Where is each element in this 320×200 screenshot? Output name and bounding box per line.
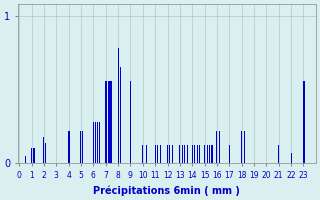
Bar (303, 81, 304, 163)
Bar (184, 145, 185, 163)
Bar (44, 143, 46, 163)
Bar (192, 145, 193, 163)
Bar (197, 145, 198, 163)
Bar (167, 145, 168, 163)
Bar (199, 145, 200, 163)
Bar (170, 145, 171, 163)
Bar (111, 81, 112, 163)
Bar (206, 145, 208, 163)
Bar (99, 122, 100, 163)
Bar (25, 156, 26, 163)
Bar (31, 148, 32, 163)
Bar (97, 122, 98, 163)
Bar (157, 145, 158, 163)
Bar (304, 81, 305, 163)
Bar (204, 145, 205, 163)
Bar (142, 145, 143, 163)
Bar (209, 145, 210, 163)
Bar (130, 81, 131, 163)
Bar (69, 131, 70, 163)
Bar (68, 131, 69, 163)
Bar (244, 131, 245, 163)
X-axis label: Précipitations 6min ( mm ): Précipitations 6min ( mm ) (93, 185, 240, 196)
Bar (34, 148, 35, 163)
Bar (109, 81, 110, 163)
Bar (80, 131, 82, 163)
Bar (179, 145, 180, 163)
Bar (182, 145, 183, 163)
Bar (291, 153, 292, 163)
Bar (219, 131, 220, 163)
Bar (160, 145, 161, 163)
Bar (194, 145, 195, 163)
Bar (108, 81, 109, 163)
Bar (82, 131, 83, 163)
Bar (187, 145, 188, 163)
Bar (93, 122, 94, 163)
Bar (107, 81, 108, 163)
Bar (241, 131, 242, 163)
Bar (105, 81, 106, 163)
Bar (229, 145, 230, 163)
Bar (155, 145, 156, 163)
Bar (146, 145, 147, 163)
Bar (117, 48, 119, 163)
Bar (110, 81, 111, 163)
Bar (216, 131, 218, 163)
Bar (95, 122, 96, 163)
Bar (278, 145, 279, 163)
Bar (120, 67, 121, 163)
Bar (172, 145, 173, 163)
